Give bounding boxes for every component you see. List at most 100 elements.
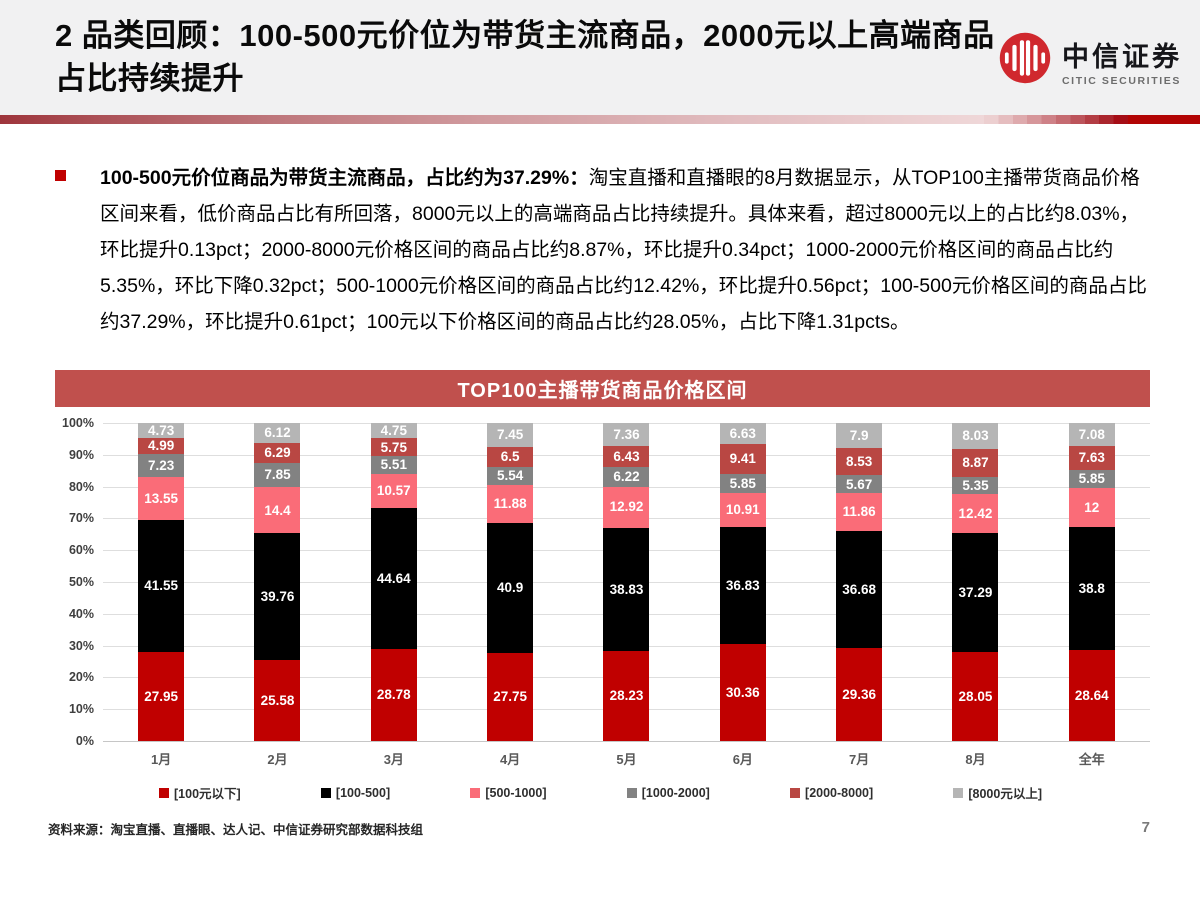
bar-segment: 5.75: [370, 438, 417, 457]
bar-segment: 8.87: [952, 448, 999, 477]
legend-item: [8000元以上]: [953, 783, 1042, 802]
bar-segment: 7.85: [254, 462, 301, 488]
bar-segment: 5.67: [836, 475, 883, 494]
body-text: 100-500元价位商品为带货主流商品，占比约为37.29%：淘宝直播和直播眼的…: [100, 160, 1148, 340]
bar-segment: 25.58: [254, 659, 301, 741]
y-axis-label: 100%: [62, 416, 94, 430]
bar-segment: 10.57: [370, 473, 417, 508]
bar-segment: 40.9: [487, 522, 534, 653]
stacked-bar-1月: 27.95 41.55 13.55 7.23 4.99 4.73: [138, 423, 185, 741]
legend-label: [100元以下]: [174, 787, 241, 801]
legend-label: [8000元以上]: [968, 787, 1042, 801]
y-axis-label: 50%: [68, 575, 94, 589]
source-note: 资料来源：淘宝直播、直播眼、达人记、中信证券研究部数据科技组: [48, 823, 424, 837]
bar-segment: 7.08: [1068, 423, 1115, 446]
bar-segment: 4.75: [370, 423, 417, 439]
bar-segment: 27.95: [138, 652, 185, 741]
y-axis-label: 10%: [68, 702, 94, 717]
legend-label: [100-500]: [335, 785, 391, 800]
bar-segment: 7.36: [603, 423, 650, 447]
y-axis-label: 40%: [68, 606, 94, 621]
stacked-bar-5月: 28.23 38.83 12.92 6.22 6.43 7.36: [603, 423, 650, 741]
legend-swatch-icon: [159, 787, 169, 798]
bar-slot: 28.78 44.64 10.57 5.51 5.75 4.75: [336, 423, 452, 741]
bar-segment: 5.85: [719, 474, 766, 493]
legend-swatch-icon: [953, 787, 964, 798]
chart: TOP100主播带货商品价格区间 100% 90% 80% 70% 60% 50% 40% 3…: [55, 370, 1150, 802]
legend-item: [2000-8000]: [790, 783, 873, 802]
stacked-bar-6月: 30.36 36.83 10.91 5.85 9.41 6.63: [719, 423, 766, 741]
y-axis-label: 90%: [68, 447, 94, 462]
legend-label: [500-1000]: [485, 785, 547, 800]
bar-slot: 27.75 40.9 11.88 5.54 6.5 7.45: [452, 423, 568, 741]
bar-segment: 8.03: [952, 423, 999, 449]
main-content: 100-500元价位商品为带货主流商品，占比约为37.29%：淘宝直播和直播眼的…: [0, 160, 1200, 802]
legend-item: [100-500]: [320, 783, 391, 802]
bar-segment: 5.35: [952, 476, 999, 494]
legend-swatch-icon: [790, 787, 801, 798]
bar-segment: 36.83: [719, 527, 766, 645]
bar-segment: 12.92: [603, 486, 650, 528]
x-axis-label: 1月: [151, 752, 172, 767]
bar-slot: 25.58 39.76 14.4 7.85 6.29 6.12: [219, 423, 335, 741]
stacked-bar-4月: 27.75 40.9 11.88 5.54 6.5 7.45: [487, 423, 534, 741]
bar-segment: 11.86: [836, 493, 883, 531]
bar-segment: 9.41: [719, 444, 766, 475]
bar-slot: 28.05 37.29 12.42 5.35 8.87 8.03: [917, 423, 1033, 741]
bar-segment: 12: [1068, 488, 1115, 527]
bar-segment: 6.63: [719, 423, 766, 445]
bar-segment: 10.91: [719, 492, 766, 528]
chart-plot-area: 100% 90% 80% 70% 60% 50% 40% 30% 20% 10% 0% 27.95 4…: [55, 416, 1150, 748]
page-number: 7: [1141, 819, 1150, 836]
x-axis-label: 4月: [500, 752, 521, 767]
bar-segment: 5.51: [370, 456, 417, 474]
x-axis-label: 7月: [849, 752, 870, 767]
bar-segment: 13.55: [138, 476, 185, 520]
bullet-square-icon: [55, 170, 66, 181]
y-axis-label: 0%: [75, 734, 94, 748]
footer: 资料来源：淘宝直播、直播眼、达人记、中信证券研究部数据科技组 7: [0, 802, 1200, 838]
bar-slot: 28.23 38.83 12.92 6.22 6.43 7.36: [568, 423, 684, 741]
stacked-bar-7月: 29.36 36.68 11.86 5.67 8.53 7.9: [836, 423, 883, 741]
bar-segment: 8.53: [836, 448, 883, 476]
stacked-bar-全年: 28.64 38.8 12 5.85 7.63 7.08: [1068, 423, 1115, 741]
x-axis-label: 5月: [616, 752, 637, 767]
x-axis-label: 8月: [965, 752, 986, 767]
bar-segment: 5.54: [487, 467, 534, 485]
legend-swatch-icon: [626, 787, 637, 798]
bar-segment: 7.9: [836, 423, 883, 449]
x-axis-label: 6月: [732, 752, 753, 767]
legend-item: [500-1000]: [470, 783, 546, 802]
legend-swatch-icon: [320, 787, 331, 798]
bar-segment: 36.68: [836, 531, 883, 648]
bar-segment: 11.88: [487, 484, 534, 523]
bar-segment: 27.75: [487, 652, 534, 741]
bar-segment: 28.23: [603, 651, 650, 741]
x-axis-label: 3月: [383, 752, 404, 767]
legend-item: [100元以下]: [159, 783, 241, 802]
bar-segment: 7.63: [1068, 445, 1115, 470]
bar-segment: 38.83: [603, 527, 650, 652]
body-text-lead: 100-500元价位商品为带货主流商品，占比约为37.29%：: [100, 167, 589, 189]
legend-label: [2000-8000]: [805, 785, 874, 800]
bar-segment: 30.36: [719, 644, 766, 741]
bar-segment: 38.8: [1068, 526, 1115, 650]
y-axis-label: 60%: [68, 543, 94, 558]
header: 2 品类回顾：100-500元价位为带货主流商品，2000元以上高端商品占比持续…: [0, 0, 1200, 115]
y-axis: 100% 90% 80% 70% 60% 50% 40% 30% 20% 10% 0%: [55, 416, 99, 748]
stacked-bar-8月: 28.05 37.29 12.42 5.35 8.87 8.03: [952, 423, 999, 741]
bar-slot: 30.36 36.83 10.91 5.85 9.41 6.63: [685, 423, 801, 741]
citic-logo: 中信证券 CITIC SECURITIES: [997, 30, 1182, 91]
x-axis-label: 全年: [1078, 752, 1105, 767]
body-text-rest: 淘宝直播和直播眼的8月数据显示，从TOP100主播带货商品价格区间来看，低价商品…: [100, 167, 1147, 333]
gridline: [103, 741, 1150, 742]
x-axis-label: 2月: [267, 752, 288, 767]
bar-slot: 27.95 41.55 13.55 7.23 4.99 4.73: [103, 423, 219, 741]
brand-name-en: CITIC SECURITIES: [1062, 74, 1181, 87]
bar-segment: 29.36: [836, 647, 883, 741]
page-title: 2 品类回顾：100-500元价位为带货主流商品，2000元以上高端商品占比持续…: [55, 18, 995, 96]
bar-segment: 5.85: [1068, 469, 1115, 489]
bar-slot: 28.64 38.8 12 5.85 7.63 7.08: [1034, 423, 1150, 741]
bar-segment: 6.22: [603, 466, 650, 487]
bar-segment: 12.42: [952, 493, 999, 534]
